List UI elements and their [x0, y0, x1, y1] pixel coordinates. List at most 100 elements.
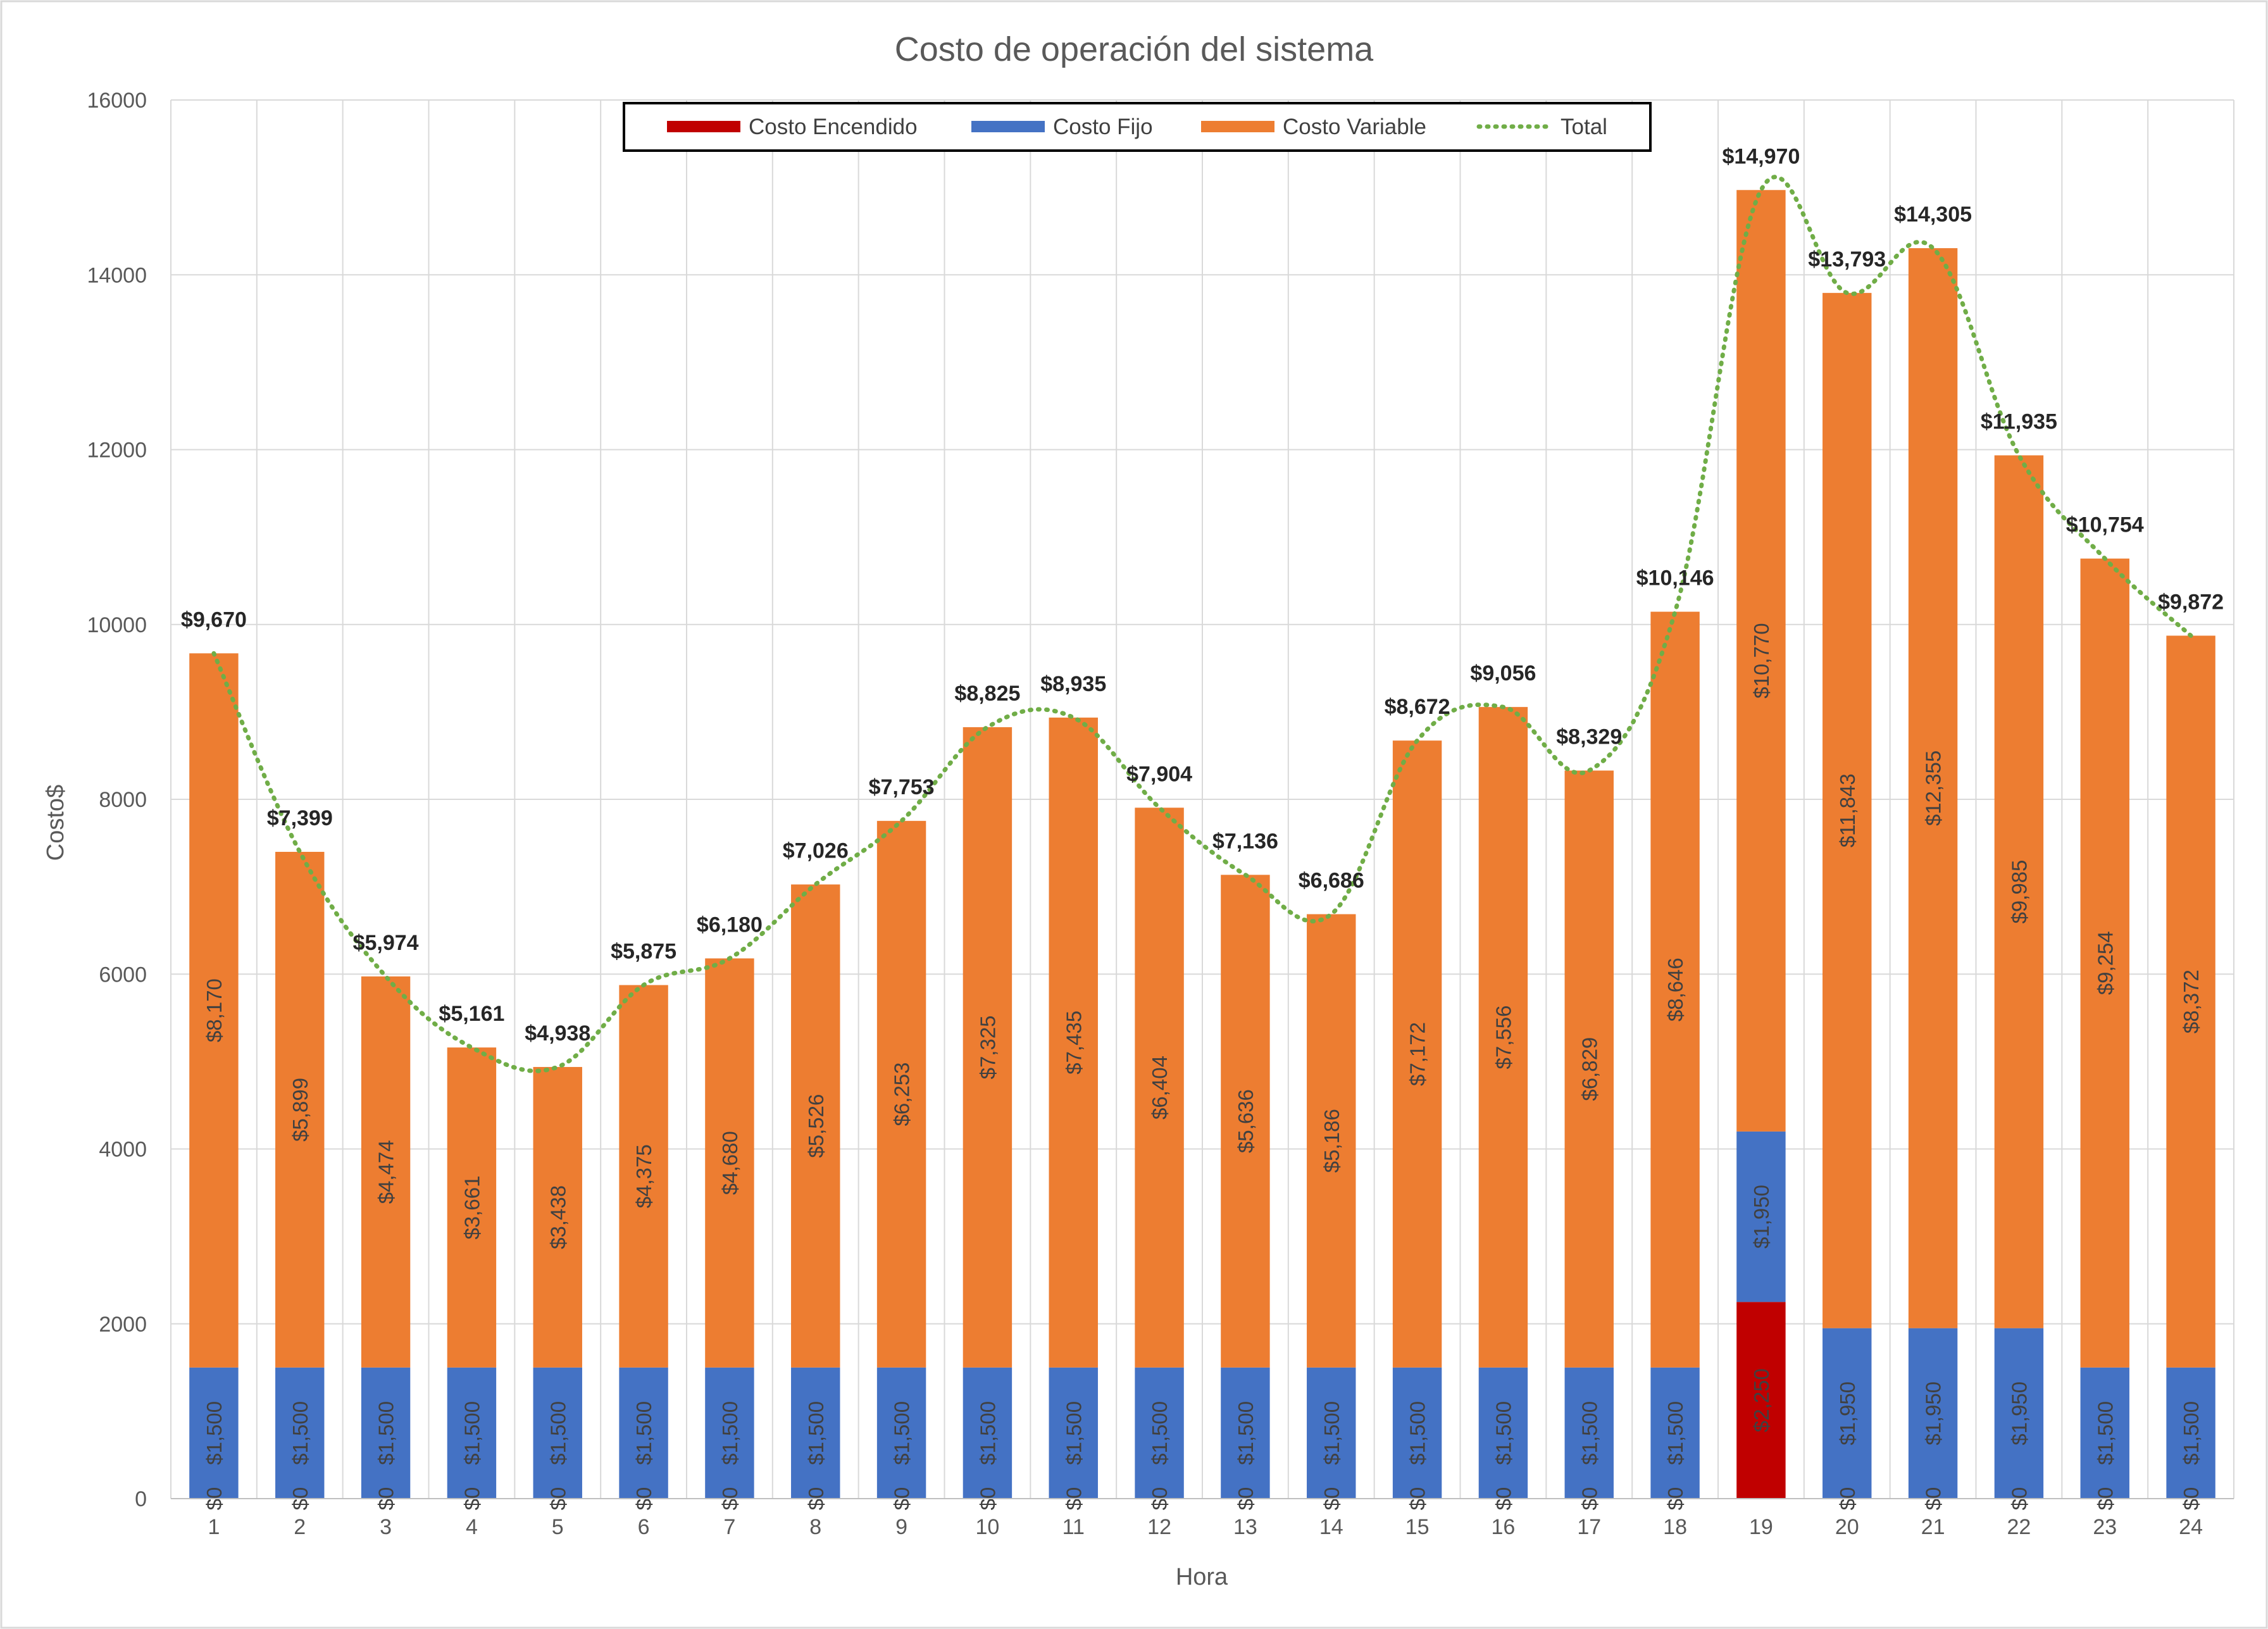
total-value-label: $5,161: [439, 1002, 504, 1026]
bar-costo-variable: [189, 653, 239, 1368]
x-tick-label: 9: [895, 1515, 907, 1539]
bar-costo-variable: [1908, 248, 1958, 1328]
segment-value-label: $5,526: [804, 1094, 828, 1158]
x-tick-label: 20: [1835, 1515, 1859, 1539]
bar-costo-fijo: [2080, 1367, 2129, 1499]
segment-value-label: $10,770: [1750, 623, 1773, 698]
segment-value-label: $1,500: [1578, 1401, 1601, 1465]
bar-costo-variable: [1736, 190, 1786, 1132]
bar-costo-fijo: [1307, 1367, 1356, 1499]
bar-costo-variable: [1307, 914, 1356, 1368]
bar-costo-variable: [791, 884, 840, 1368]
bar-costo-fijo: [2166, 1367, 2215, 1499]
bar-costo-variable: [705, 958, 754, 1368]
total-line: [211, 175, 2193, 1073]
bar-costo-fijo: [361, 1367, 411, 1499]
segment-value-label: $1,950: [1750, 1185, 1773, 1249]
y-axis-title: Costo$: [42, 785, 69, 861]
segment-value-label: $3,438: [546, 1185, 570, 1249]
bar-costo-variable: [1650, 611, 1700, 1368]
segment-value-label: $1,500: [1148, 1401, 1171, 1465]
total-value-label: $7,136: [1212, 829, 1278, 853]
segment-value-label: $1,500: [289, 1401, 312, 1465]
bar-costo-variable: [1135, 808, 1184, 1368]
bar-costo-fijo: [275, 1367, 325, 1499]
legend-label: Costo Fijo: [1053, 115, 1153, 139]
y-tick-label: 14000: [87, 263, 147, 287]
total-value-label: $14,305: [1894, 203, 1972, 227]
segment-value-label: $2,250: [1750, 1368, 1773, 1432]
segment-value-label: $1,500: [202, 1401, 226, 1465]
bars: [189, 190, 2215, 1499]
total-line-path: [211, 175, 2193, 1073]
segment-value-label: $1,950: [2007, 1382, 2031, 1445]
total-value-label: $9,056: [1470, 661, 1536, 685]
segment-value-label: $1,950: [1922, 1382, 1945, 1445]
total-value-label: $9,872: [2158, 590, 2224, 614]
segment-value-label: $6,404: [1148, 1056, 1171, 1120]
bar-costo-encendido: [1736, 1302, 1786, 1499]
bar-costo-variable: [1994, 455, 2044, 1328]
total-value-label: $5,875: [611, 940, 676, 964]
bar-costo-variable: [963, 727, 1012, 1368]
bar-costo-fijo: [1564, 1367, 1614, 1499]
segment-value-label: $7,172: [1406, 1022, 1430, 1086]
bar-costo-variable: [533, 1066, 582, 1368]
segment-value-label: $6,253: [890, 1062, 914, 1126]
segment-value-label: $5,899: [289, 1078, 312, 1142]
x-axis: 1 2 3 4 5 6 7 8 9 10 11 12 13 14 15 16 17 18 19 20 21 22 23 24: [171, 1498, 2234, 1539]
bar-costo-fijo: [1908, 1328, 1958, 1499]
bar-costo-variable: [1478, 707, 1528, 1368]
bar-costo-fijo: [791, 1367, 840, 1499]
segment-value-label: $1,500: [1234, 1401, 1257, 1465]
bar-costo-fijo: [1736, 1131, 1786, 1302]
total-value-label: $8,329: [1556, 725, 1622, 749]
y-tick-label: 0: [135, 1487, 147, 1511]
bar-costo-variable: [1564, 770, 1614, 1368]
x-tick-label: 13: [1233, 1515, 1257, 1539]
bar-costo-variable: [361, 976, 411, 1368]
legend-label: Costo Encendido: [749, 115, 918, 139]
total-value-label: $8,825: [954, 682, 1020, 706]
x-tick-label: 4: [466, 1515, 478, 1539]
segment-value-label: $1,950: [1836, 1382, 1859, 1445]
bar-costo-variable: [1049, 717, 1098, 1368]
legend-key-costo-variable: [1201, 121, 1274, 132]
segment-value-label: $1,500: [375, 1401, 398, 1465]
bar-costo-fijo: [447, 1367, 497, 1499]
x-tick-label: 17: [1577, 1515, 1601, 1539]
segment-value-label: $1,500: [890, 1401, 914, 1465]
bar-costo-variable: [1221, 875, 1270, 1368]
x-tick-label: 8: [809, 1515, 821, 1539]
total-value-label: $6,180: [697, 913, 763, 937]
total-value-label: $8,935: [1040, 672, 1106, 696]
segment-value-label: $8,646: [1664, 958, 1687, 1021]
segment-value-label: $1,500: [1492, 1401, 1515, 1465]
bar-costo-fijo: [1822, 1328, 1872, 1499]
bar-costo-fijo: [1049, 1367, 1098, 1499]
total-value-label: $7,399: [267, 806, 333, 830]
x-tick-label: 11: [1062, 1515, 1085, 1539]
segment-value-label: $1,500: [718, 1401, 742, 1465]
bar-costo-fijo: [1221, 1367, 1270, 1499]
x-tick-label: 6: [638, 1515, 650, 1539]
bar-costo-fijo: [1392, 1367, 1442, 1499]
y-tick-label: 2000: [99, 1313, 147, 1337]
total-value-label: $10,754: [2066, 513, 2144, 537]
x-tick-label: 15: [1405, 1515, 1430, 1539]
total-value-label: $11,935: [1981, 409, 2057, 434]
y-tick-label: 6000: [99, 963, 147, 987]
total-value-label: $14,970: [1722, 144, 1800, 168]
bar-costo-fijo: [533, 1367, 582, 1499]
segment-value-label: $9,985: [2007, 860, 2031, 924]
segment-value-label: $3,661: [460, 1176, 483, 1240]
total-value-label: $6,686: [1299, 868, 1364, 892]
x-tick-label: 23: [2093, 1515, 2117, 1539]
total-value-label: $7,026: [783, 839, 849, 863]
y-axis: 0 2000 4000 6000 8000 10000 12000 14000 16000: [87, 89, 147, 1511]
x-tick-label: 16: [1492, 1515, 1516, 1539]
total-value-label: $4,938: [525, 1021, 590, 1045]
x-tick-label: 12: [1147, 1515, 1171, 1539]
bar-costo-fijo: [1994, 1328, 2044, 1499]
